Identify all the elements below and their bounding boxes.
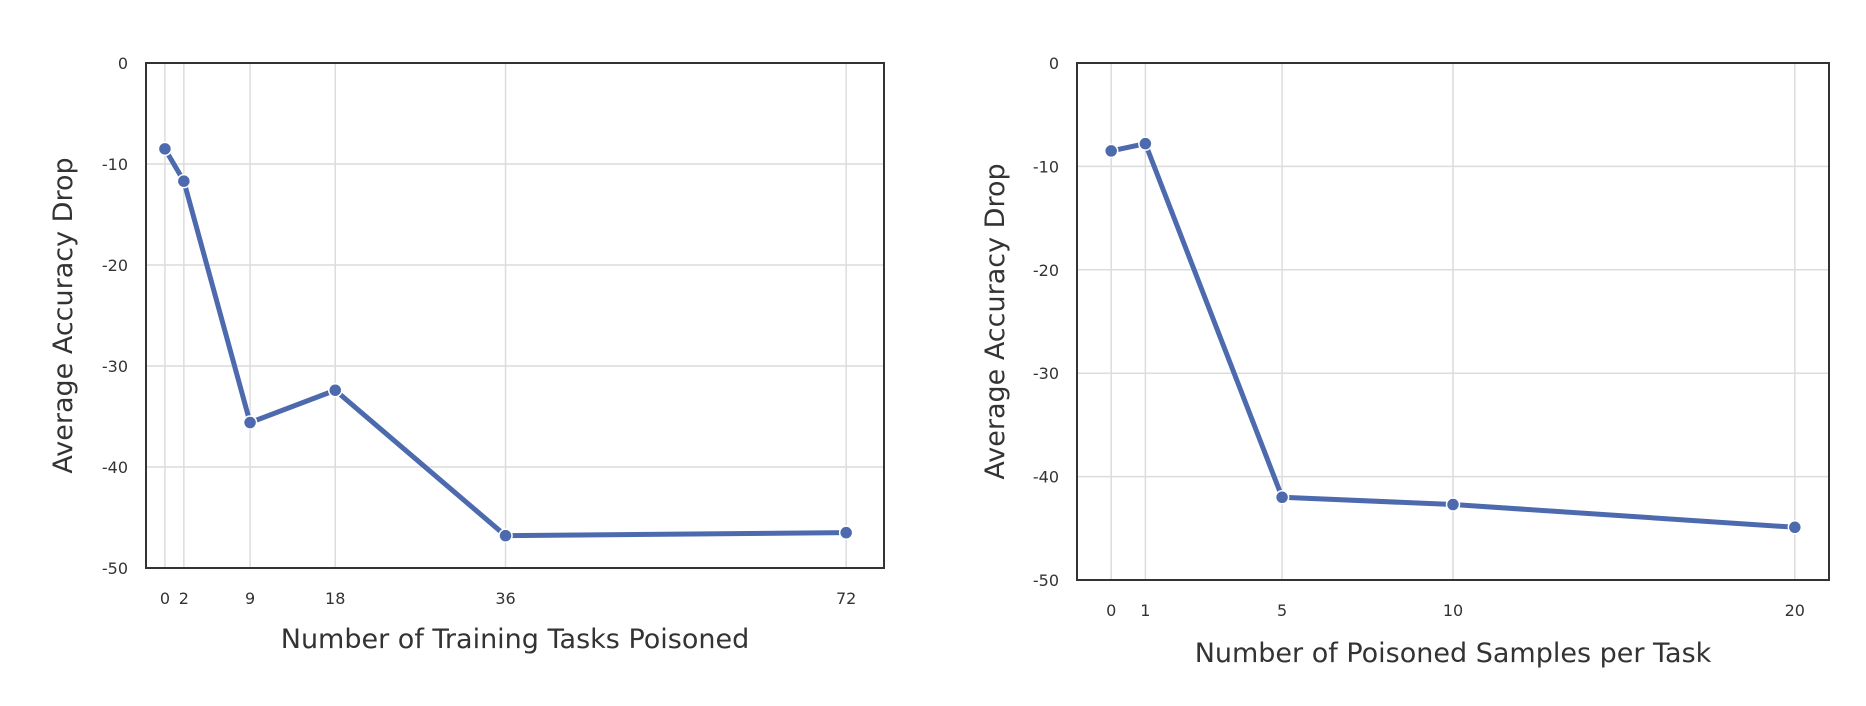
y-tick-label: -10 <box>102 155 128 174</box>
x-tick-label: 9 <box>245 589 255 608</box>
x-tick-label: 10 <box>1443 601 1463 620</box>
chart-training-tasks-poisoned: 0-10-20-30-40-50 0 2 9 18 36 72 Number of Tra… <box>48 54 885 655</box>
data-point <box>327 382 343 398</box>
y-tick-label: -20 <box>102 256 128 275</box>
y-tick-label: -50 <box>102 559 128 578</box>
x-tick-label: 72 <box>836 589 856 608</box>
data-point <box>498 528 513 543</box>
y-axis-title: Average Accuracy Drop <box>980 163 1011 479</box>
x-tick-label: 0 <box>160 589 170 608</box>
y-tick-label: -50 <box>1033 571 1059 590</box>
data-point <box>157 141 173 157</box>
x-tick-label: 1 <box>1140 601 1150 620</box>
y-tick-label: -10 <box>1033 157 1059 176</box>
y-tick-label: -20 <box>1033 261 1059 280</box>
y-tick-label: -30 <box>102 357 128 376</box>
data-point <box>1103 143 1119 159</box>
x-tick-labels: 0 2 9 18 36 72 <box>160 589 857 608</box>
plot-frame <box>145 62 885 569</box>
x-tick-label: 18 <box>325 589 345 608</box>
y-tick-label: 0 <box>118 54 128 73</box>
data-point <box>1445 497 1461 512</box>
plot-frame <box>1076 62 1830 581</box>
x-tick-label: 20 <box>1785 601 1805 620</box>
y-tick-label: -40 <box>102 458 128 477</box>
data-point <box>242 415 258 430</box>
x-axis-title: Number of Poisoned Samples per Task <box>1195 638 1712 669</box>
chart-poisoned-samples-per-task: 0 -10 -20 -30 -40 -50 0 1 5 10 20 Number of Poiso… <box>980 54 1830 669</box>
y-tick-label: -30 <box>1033 364 1059 383</box>
x-tick-label: 0 <box>1106 601 1116 620</box>
x-tick-labels: 0 1 5 10 20 <box>1106 601 1805 620</box>
data-point <box>838 525 854 540</box>
y-tick-label: -40 <box>1033 468 1059 487</box>
data-point <box>1274 490 1290 505</box>
data-point <box>1787 520 1803 535</box>
x-axis-title: Number of Training Tasks Poisoned <box>281 624 749 655</box>
y-axis-title: Average Accuracy Drop <box>48 157 79 473</box>
series-line <box>1103 136 1803 535</box>
x-tick-label: 36 <box>495 589 515 608</box>
grid <box>146 62 884 569</box>
x-tick-label: 5 <box>1277 601 1287 620</box>
series-line <box>157 141 854 543</box>
y-tick-labels: 0 -10 -20 -30 -40 -50 <box>1033 54 1059 590</box>
data-point <box>1138 136 1153 151</box>
x-tick-label: 2 <box>179 589 189 608</box>
y-tick-label: 0 <box>1049 54 1059 73</box>
y-tick-labels: 0 -10 -20 -30 -40 -50 <box>102 54 128 578</box>
data-point <box>176 173 192 189</box>
